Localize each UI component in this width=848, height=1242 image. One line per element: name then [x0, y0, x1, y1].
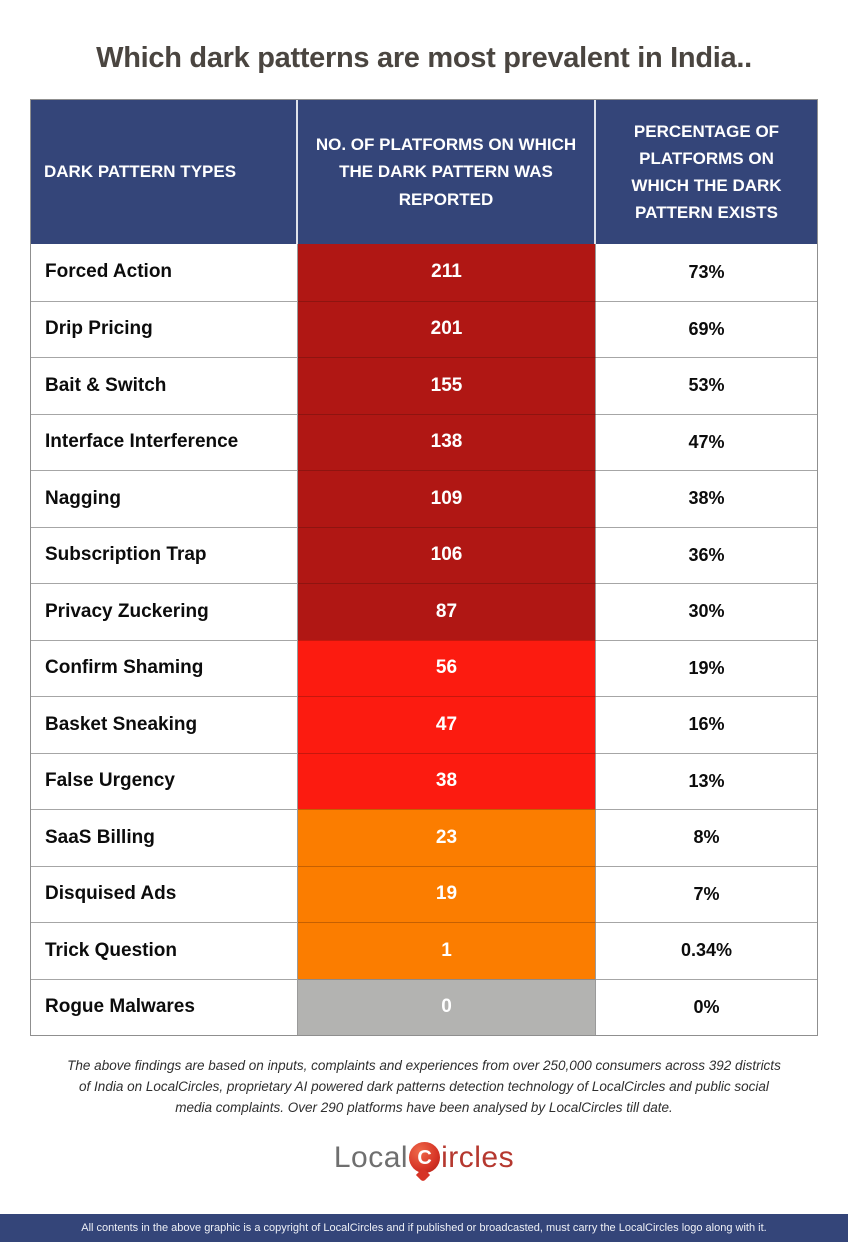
platform-count-cell: 47: [298, 696, 596, 753]
dark-pattern-type-cell: Interface Interference: [31, 413, 298, 470]
platform-count-cell: 19: [298, 865, 596, 922]
platform-count-cell: 23: [298, 809, 596, 866]
platform-count-cell: 106: [298, 526, 596, 583]
percentage-cell: 16%: [596, 696, 817, 753]
table-row: Drip Pricing 201 69%: [31, 300, 817, 357]
table-row: False Urgency 38 13%: [31, 752, 817, 809]
percentage-cell: 38%: [596, 470, 817, 527]
platform-count-cell: 211: [298, 244, 596, 301]
table-row: Trick Question 1 0.34%: [31, 922, 817, 979]
table-row: Bait & Switch 155 53%: [31, 357, 817, 414]
dark-pattern-type-cell: Drip Pricing: [31, 300, 298, 357]
table-header-row: DARK PATTERN TYPES NO. OF PLATFORMS ON W…: [31, 100, 817, 244]
platform-count-cell: 0: [298, 978, 596, 1035]
table-row: Disquised Ads 19 7%: [31, 865, 817, 922]
table-row: Privacy Zuckering 87 30%: [31, 583, 817, 640]
percentage-cell: 19%: [596, 639, 817, 696]
dark-patterns-table: DARK PATTERN TYPES NO. OF PLATFORMS ON W…: [30, 99, 818, 1036]
table-row: Subscription Trap 106 36%: [31, 526, 817, 583]
platform-count-cell: 109: [298, 470, 596, 527]
copyright-bar: All contents in the above graphic is a c…: [0, 1214, 848, 1242]
dark-pattern-type-cell: Forced Action: [31, 244, 298, 301]
percentage-cell: 30%: [596, 583, 817, 640]
dark-pattern-type-cell: Trick Question: [31, 922, 298, 979]
platform-count-cell: 138: [298, 413, 596, 470]
header-platforms-reported: NO. OF PLATFORMS ON WHICH THE DARK PATTE…: [298, 100, 596, 244]
table-row: Interface Interference 138 47%: [31, 413, 817, 470]
dark-pattern-type-cell: Confirm Shaming: [31, 639, 298, 696]
percentage-cell: 69%: [596, 300, 817, 357]
logo-text-ircles: ircles: [441, 1140, 515, 1174]
table-row: Nagging 109 38%: [31, 470, 817, 527]
percentage-cell: 36%: [596, 526, 817, 583]
dark-pattern-type-cell: Rogue Malwares: [31, 978, 298, 1035]
platform-count-cell: 1: [298, 922, 596, 979]
platform-count-cell: 38: [298, 752, 596, 809]
localcircles-pin-icon: C: [409, 1142, 441, 1174]
table-row: Confirm Shaming 56 19%: [31, 639, 817, 696]
dark-pattern-type-cell: Bait & Switch: [31, 357, 298, 414]
header-dark-pattern-types: DARK PATTERN TYPES: [31, 100, 298, 244]
platform-count-cell: 87: [298, 583, 596, 640]
logo-letter-c: C: [417, 1146, 432, 1169]
table-row: Rogue Malwares 0 0%: [31, 978, 817, 1035]
percentage-cell: 47%: [596, 413, 817, 470]
percentage-cell: 13%: [596, 752, 817, 809]
dark-pattern-type-cell: Nagging: [31, 470, 298, 527]
platform-count-cell: 201: [298, 300, 596, 357]
table-row: Basket Sneaking 47 16%: [31, 696, 817, 753]
percentage-cell: 73%: [596, 244, 817, 301]
localcircles-logo: Local C ircles: [0, 1135, 848, 1181]
percentage-cell: 0%: [596, 978, 817, 1035]
platform-count-cell: 56: [298, 639, 596, 696]
percentage-cell: 7%: [596, 865, 817, 922]
table-body: Forced Action 211 73% Drip Pricing 201 69% Bai…: [31, 244, 817, 1035]
dark-pattern-type-cell: Basket Sneaking: [31, 696, 298, 753]
table-row: SaaS Billing 23 8%: [31, 809, 817, 866]
dark-pattern-type-cell: Privacy Zuckering: [31, 583, 298, 640]
dark-pattern-type-cell: Subscription Trap: [31, 526, 298, 583]
logo-text-local: Local: [333, 1140, 409, 1174]
percentage-cell: 8%: [596, 809, 817, 866]
dark-pattern-type-cell: Disquised Ads: [31, 865, 298, 922]
copyright-text: All contents in the above graphic is a c…: [81, 1222, 767, 1234]
header-percentage-exists: PERCENTAGE OF PLATFORMS ON WHICH THE DAR…: [631, 121, 782, 223]
dark-pattern-type-cell: False Urgency: [31, 752, 298, 809]
page-title: Which dark patterns are most prevalent i…: [96, 42, 752, 74]
dark-pattern-type-cell: SaaS Billing: [31, 809, 298, 866]
percentage-cell: 53%: [596, 357, 817, 414]
footnote: The above findings are based on inputs, …: [67, 1058, 781, 1115]
percentage-cell: 0.34%: [596, 922, 817, 979]
table-row: Forced Action 211 73%: [31, 244, 817, 301]
platform-count-cell: 155: [298, 357, 596, 414]
